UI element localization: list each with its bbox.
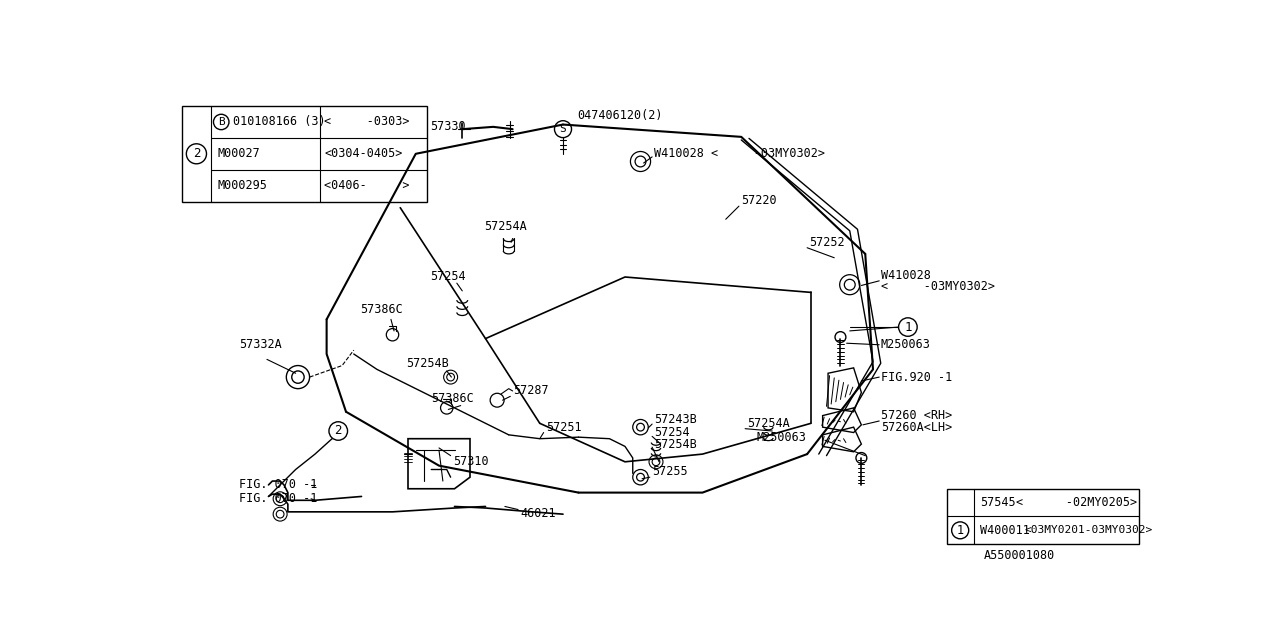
Text: <     -03MY0302>: < -03MY0302> <box>881 280 995 292</box>
Text: 57254A: 57254A <box>484 220 526 234</box>
Text: 57254: 57254 <box>654 426 690 439</box>
Text: <      -02MY0205>: < -02MY0205> <box>1016 496 1138 509</box>
Text: M000295: M000295 <box>218 179 268 192</box>
Text: 57310: 57310 <box>453 455 489 468</box>
Text: <03MY0201-03MY0302>: <03MY0201-03MY0302> <box>1024 525 1152 535</box>
Text: FIG. 070 -1: FIG. 070 -1 <box>239 492 317 505</box>
Text: A550001080: A550001080 <box>984 549 1055 563</box>
Text: 57252: 57252 <box>809 236 845 249</box>
Text: 2: 2 <box>193 147 200 160</box>
Text: 57243B: 57243B <box>654 413 698 426</box>
Text: W410028: W410028 <box>881 269 931 282</box>
Text: 1: 1 <box>904 321 911 333</box>
Text: 1: 1 <box>956 524 964 537</box>
Text: W400011: W400011 <box>980 524 1030 537</box>
Text: 57220: 57220 <box>741 193 777 207</box>
Text: 57254: 57254 <box>430 271 466 284</box>
Text: FIG. 070 -1: FIG. 070 -1 <box>239 479 317 492</box>
Text: 57386C: 57386C <box>431 392 474 405</box>
Text: <0304-0405>: <0304-0405> <box>324 147 403 160</box>
Text: M250063: M250063 <box>881 339 931 351</box>
Text: W410028 <     -03MY0302>: W410028 < -03MY0302> <box>654 147 826 160</box>
Text: 57251: 57251 <box>547 420 581 434</box>
Text: 57255: 57255 <box>652 465 687 477</box>
Text: 57260 <RH>: 57260 <RH> <box>881 409 952 422</box>
Text: 2: 2 <box>334 424 342 438</box>
Text: 57330: 57330 <box>430 120 466 133</box>
Text: 57386C: 57386C <box>360 303 403 316</box>
Text: 57254B: 57254B <box>654 438 698 451</box>
Text: M250063: M250063 <box>756 431 806 444</box>
Text: 57254A: 57254A <box>748 417 790 430</box>
Text: 57260A<LH>: 57260A<LH> <box>881 420 952 434</box>
Text: <     -0303>: < -0303> <box>324 115 410 129</box>
Text: <0406-     >: <0406- > <box>324 179 410 192</box>
Text: 46021: 46021 <box>521 507 556 520</box>
Text: B: B <box>218 117 224 127</box>
Text: 57332A: 57332A <box>239 339 282 351</box>
Text: FIG.920 -1: FIG.920 -1 <box>881 371 952 383</box>
Text: 047406120(2): 047406120(2) <box>577 109 663 122</box>
Text: 010108166 (3): 010108166 (3) <box>233 115 325 129</box>
Text: S: S <box>559 124 566 134</box>
Text: 57545: 57545 <box>980 496 1015 509</box>
Text: 57287: 57287 <box>512 385 548 397</box>
Text: M00027: M00027 <box>218 147 260 160</box>
Text: 57254B: 57254B <box>407 356 449 370</box>
